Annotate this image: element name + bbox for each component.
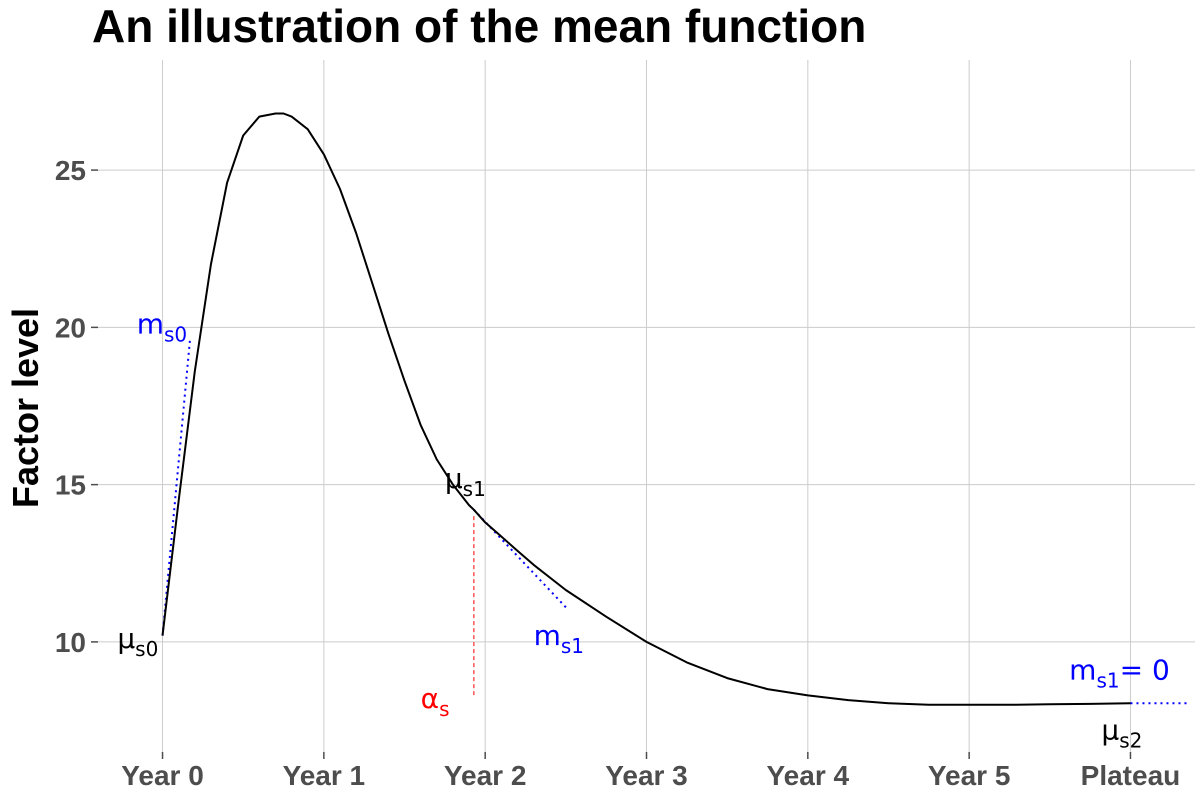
annotation-symbol: μ: [117, 622, 135, 655]
annotation-subscript: s1: [463, 477, 486, 501]
annotation-suffix: = 0: [1120, 654, 1170, 687]
x-tick-label: Year 1: [283, 760, 366, 791]
annotation-symbol: m: [137, 308, 164, 341]
tangent-line: [473, 509, 567, 608]
annotation-label: ms1: [534, 619, 584, 658]
x-tick-label: Year 5: [928, 760, 1011, 791]
x-tick-label: Year 4: [767, 760, 850, 791]
grid-lines: [98, 60, 1195, 752]
x-tick-label: Year 0: [121, 760, 204, 791]
y-tick-label: 20: [55, 312, 86, 343]
chart-title: An illustration of the mean function: [92, 0, 866, 52]
x-tick-label: Plateau: [1081, 760, 1181, 791]
chart-marks: [161, 112, 1187, 706]
annotation-symbol: μ: [445, 462, 463, 495]
y-tick-label: 10: [55, 627, 86, 658]
annotation-symbol: α: [421, 682, 439, 715]
y-axis-label: Factor level: [5, 308, 46, 508]
annotation-subscript: s0: [135, 637, 158, 661]
y-tick-label: 25: [55, 155, 86, 186]
mean-function-line: [161, 112, 1131, 706]
annotation-label: αs: [421, 682, 450, 721]
annotation-label: ms1= 0: [1069, 654, 1170, 693]
annotation-label: ms0: [137, 308, 187, 347]
annotation-label: μs0: [117, 622, 158, 661]
annotation-label: μs2: [1101, 713, 1142, 752]
y-tick-label: 15: [55, 470, 86, 501]
annotation-subscript: s1: [1096, 669, 1119, 693]
annotation-symbol: μ: [1101, 713, 1119, 746]
axis-ticks: Year 0 Year 1 Year 2 Year 3 Year 4 Year 5 Plat…: [55, 155, 1180, 791]
annotation-subscript: s0: [164, 323, 187, 347]
annotation-subscript: s1: [561, 634, 584, 658]
tangent-line: [161, 339, 191, 636]
annotation-symbol: m: [534, 619, 561, 652]
annotation-subscript: s: [439, 697, 449, 721]
x-tick-label: Year 3: [605, 760, 688, 791]
x-tick-label: Year 2: [444, 760, 527, 791]
annotation-label: μs1: [445, 462, 486, 501]
annotation-subscript: s2: [1119, 728, 1142, 752]
annotation-symbol: m: [1069, 654, 1096, 687]
